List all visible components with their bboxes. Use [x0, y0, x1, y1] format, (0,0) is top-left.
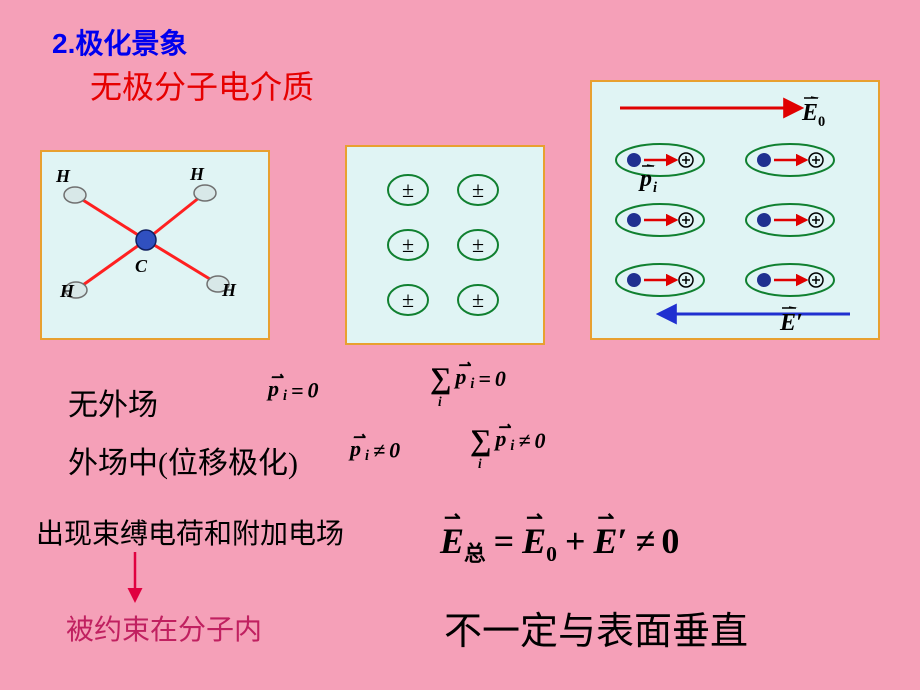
svg-text:±: ± [402, 232, 414, 257]
eq-label-nofield: 无外场 [68, 380, 158, 424]
svg-text:E: E [801, 100, 818, 126]
formula-pi-1: ∑i ⇀ p i =0 [430, 362, 506, 396]
formula-pi-0: ⇀ p i =0 [268, 376, 319, 405]
svg-text:H: H [55, 166, 71, 186]
eq-label-withfield: 外场中(位移极化) [68, 438, 298, 482]
footnote-bound: 被约束在分子内 [66, 608, 262, 648]
svg-text:H: H [189, 164, 205, 184]
formula-pi-2: ⇀ p i ≠0 [350, 436, 400, 465]
field-diagram: E0 E′ pi [616, 98, 850, 336]
big-conclusion-text: 不一定与表面垂直 [444, 600, 748, 655]
formula-pi-3: ∑i ⇀ p i ≠0 [470, 424, 545, 458]
svg-text:C: C [135, 256, 148, 276]
molecule-diagram: H H H H C [55, 164, 237, 301]
svg-text:H: H [59, 281, 75, 301]
svg-text:E′: E′ [779, 310, 803, 336]
svg-text:p: p [638, 166, 652, 192]
svg-text:±: ± [472, 287, 484, 312]
svg-text:H: H [221, 280, 237, 300]
eq-label-bound: 出现束缚电荷和附加电场 [36, 512, 344, 552]
svg-text:0: 0 [818, 114, 825, 130]
svg-text:±: ± [402, 177, 414, 202]
svg-text:±: ± [472, 177, 484, 202]
diagram-svg: H H H H C ± ± ± ± ± ± E0 E′ pi [0, 0, 920, 690]
nofield-diagram: ± ± ± ± ± ± [388, 175, 498, 315]
big-field-equation: ⇀ E总= ⇀ E0+ ⇀ E′≠0 [438, 520, 679, 568]
svg-text:±: ± [402, 287, 414, 312]
svg-text:±: ± [472, 232, 484, 257]
svg-text:i: i [653, 180, 657, 196]
